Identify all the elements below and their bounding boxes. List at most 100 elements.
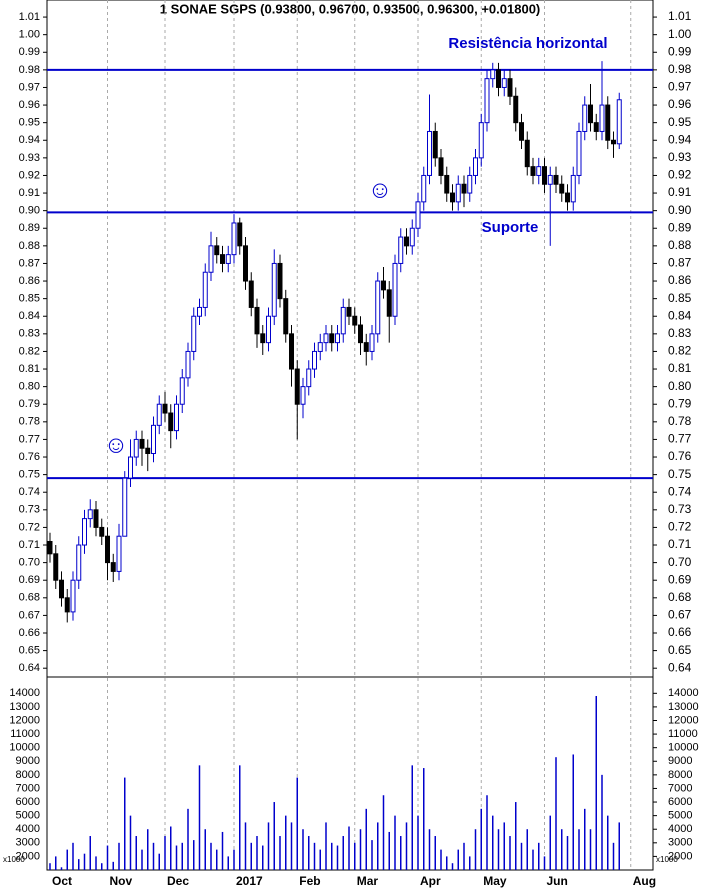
candle-body — [191, 315, 197, 352]
candle-body — [208, 245, 214, 273]
annotation: ☺ — [368, 176, 393, 203]
y-tick-label: 0.87 — [19, 257, 40, 269]
candle-body — [220, 254, 225, 264]
candle-body — [260, 333, 266, 344]
y-tick-label: 0.82 — [668, 344, 692, 358]
candle-body — [87, 509, 93, 520]
volume-panel — [46, 676, 654, 871]
x-tick-label: Feb — [299, 874, 320, 888]
y-tick-label: 0.83 — [668, 326, 692, 340]
candle-body — [202, 271, 208, 308]
y-tick-label: 0.73 — [668, 502, 692, 516]
candle-body — [519, 122, 524, 141]
candle-body — [277, 262, 283, 300]
y-tick-label: 0.88 — [668, 238, 692, 252]
candle-body — [588, 104, 593, 124]
y-tick-label: 0.90 — [668, 203, 692, 217]
candle-body — [582, 104, 588, 132]
candle-body — [547, 174, 553, 185]
y-tick-label: 0.92 — [668, 168, 692, 182]
y2-tick-label: 11000 — [10, 728, 40, 740]
chart-title: 1 SONAE SGPS (0.93800, 0.96700, 0.93500,… — [160, 1, 541, 16]
y-tick-label: 0.87 — [668, 256, 692, 270]
y-tick-label: 0.77 — [19, 433, 40, 445]
candle-body — [214, 245, 220, 256]
y2-tick-label: 8000 — [16, 769, 40, 781]
y-tick-label: 0.96 — [19, 99, 40, 111]
y-tick-label: 0.69 — [668, 572, 692, 586]
candle-body — [283, 298, 289, 335]
candle-body — [116, 535, 122, 572]
candle-body — [392, 262, 398, 317]
candle-body — [576, 130, 582, 176]
y2-tick-label: 9000 — [668, 755, 692, 767]
y-tick-label: 0.78 — [19, 416, 40, 428]
candle-body — [438, 157, 444, 176]
y-tick-label: 0.85 — [668, 291, 692, 305]
y-tick-label: 0.89 — [19, 222, 40, 234]
y-tick-label: 0.99 — [19, 46, 40, 58]
y-tick-label: 1.01 — [19, 11, 40, 23]
y-tick-label: 0.65 — [668, 643, 692, 657]
candle-body — [179, 377, 185, 405]
y2-tick-label: 12000 — [9, 714, 40, 726]
candle-body — [363, 342, 369, 352]
candle-body — [76, 544, 82, 581]
candle-body — [151, 424, 156, 455]
candle-body — [105, 535, 110, 564]
candle-body — [375, 280, 381, 335]
y2-tick-label: 10000 — [668, 742, 699, 754]
y-tick-label: 1.01 — [668, 9, 692, 23]
y-tick-label: 0.64 — [19, 662, 40, 674]
y-tick-label: 0.72 — [668, 520, 692, 534]
candle-body — [427, 130, 432, 176]
y-tick-label: 0.92 — [19, 169, 40, 181]
candle-body — [542, 166, 547, 185]
candle-body — [599, 104, 605, 132]
y-tick-label: 0.80 — [668, 379, 692, 393]
y2-tick-label: 14000 — [9, 687, 40, 699]
y-tick-label: 0.91 — [19, 187, 40, 199]
candle-body — [110, 562, 116, 572]
y-tick-label: 0.65 — [19, 645, 40, 657]
y-tick-label: 0.97 — [19, 81, 40, 93]
y-tick-label: 0.95 — [19, 117, 40, 129]
x-tick-label: 2017 — [236, 874, 263, 888]
candle-body — [254, 306, 260, 335]
y-tick-label: 0.73 — [19, 504, 40, 516]
candle-body — [473, 157, 478, 176]
price-panel — [46, 0, 654, 678]
candle-body — [139, 438, 145, 449]
y2-tick-label: 5000 — [16, 810, 40, 822]
y-tick-label: 0.66 — [19, 627, 40, 639]
candle-body — [145, 447, 151, 455]
candle-body — [346, 306, 352, 317]
candle-body — [317, 342, 323, 352]
candle-body — [404, 236, 409, 247]
y2-tick-label: 13000 — [668, 701, 699, 713]
candle-body — [335, 333, 340, 344]
candle-body — [70, 579, 76, 613]
y2-tick-label: 2000 — [668, 850, 692, 862]
candle-body — [174, 403, 179, 432]
y-tick-label: 0.75 — [668, 467, 692, 481]
candle-body — [128, 456, 133, 479]
candle-body — [501, 78, 507, 88]
y-tick-label: 0.96 — [668, 97, 692, 111]
y-tick-label: 0.77 — [668, 432, 692, 446]
y2-tick-label: 11000 — [668, 728, 698, 740]
y2-tick-label: 6000 — [16, 796, 40, 808]
volume-unit: x1000 — [656, 855, 678, 864]
candle-body — [524, 139, 530, 168]
candle-body — [53, 553, 59, 581]
candle-body — [358, 324, 363, 344]
candle-body — [616, 99, 622, 145]
y-tick-label: 0.91 — [668, 185, 692, 199]
y-tick-label: 0.71 — [19, 539, 40, 551]
y-tick-label: 0.72 — [19, 521, 40, 533]
y-tick-label: 0.80 — [19, 381, 40, 393]
y-tick-label: 0.67 — [668, 608, 692, 622]
candle-body — [197, 306, 202, 317]
y-tick-label: 0.99 — [668, 44, 692, 58]
